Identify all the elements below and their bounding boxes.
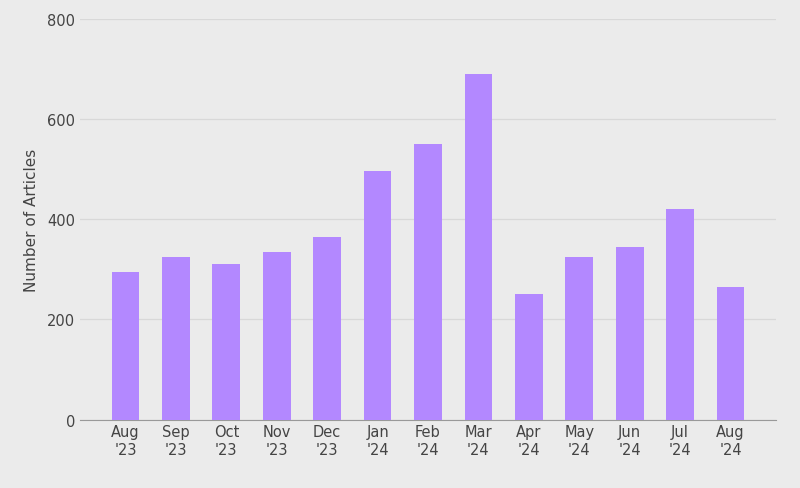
Bar: [213, 264, 240, 420]
Bar: [666, 210, 694, 420]
Bar: [515, 295, 542, 420]
Bar: [566, 257, 593, 420]
Bar: [112, 272, 139, 420]
Bar: [162, 257, 190, 420]
Bar: [314, 237, 341, 420]
Bar: [414, 144, 442, 420]
Bar: [465, 75, 492, 420]
Bar: [616, 247, 643, 420]
Bar: [364, 172, 391, 420]
Bar: [263, 252, 290, 420]
Y-axis label: Number of Articles: Number of Articles: [24, 148, 38, 291]
Bar: [717, 287, 744, 420]
